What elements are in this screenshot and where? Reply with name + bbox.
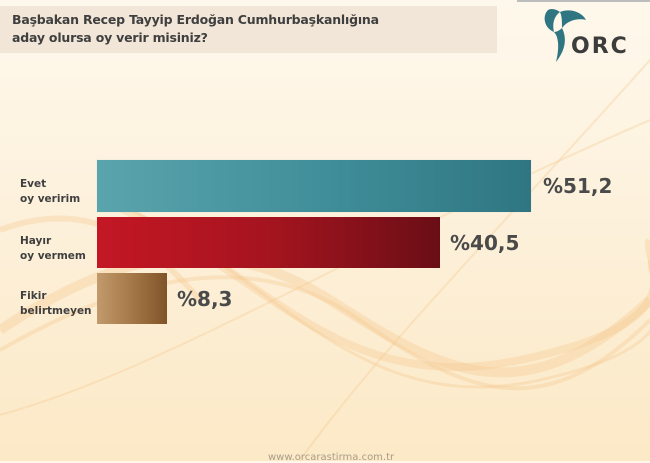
value-label-evet: %51,2 — [543, 174, 613, 198]
footer-url: www.orcarastirma.com.tr — [268, 452, 395, 463]
chart-title-line-1: Başbakan Recep Tayyip Erdoğan Cumhurbaşk… — [12, 12, 379, 27]
bar-label-line: oy veririm — [20, 193, 81, 205]
bar-hayir — [97, 217, 440, 268]
bar-label-line: Hayır — [20, 235, 52, 247]
orc-leaf-logo-icon — [544, 8, 586, 62]
title-banner: Başbakan Recep Tayyip Erdoğan Cumhurbaşk… — [0, 6, 497, 53]
top-edge-bar — [517, 0, 650, 2]
bar-fikir-belirtmeyen — [97, 273, 167, 324]
bar-label-evet: Evet oy veririm — [20, 177, 80, 207]
value-label-hayir: %40,5 — [450, 231, 520, 255]
chart-title-line-2: aday olursa oy verir misiniz? — [12, 30, 208, 45]
bar-evet — [97, 160, 531, 212]
orc-logo-text: ORC — [571, 34, 629, 59]
value-label-fikir-belirtmeyen: %8,3 — [177, 287, 233, 311]
bar-label-line: belirtmeyen — [20, 305, 92, 317]
bar-label-line: oy vermem — [20, 250, 86, 262]
bar-label-line: Evet — [20, 178, 47, 190]
bar-label-fikir-belirtmeyen: Fikir belirtmeyen — [20, 289, 92, 319]
bar-label-hayir: Hayır oy vermem — [20, 234, 86, 264]
bar-label-line: Fikir — [20, 290, 47, 302]
